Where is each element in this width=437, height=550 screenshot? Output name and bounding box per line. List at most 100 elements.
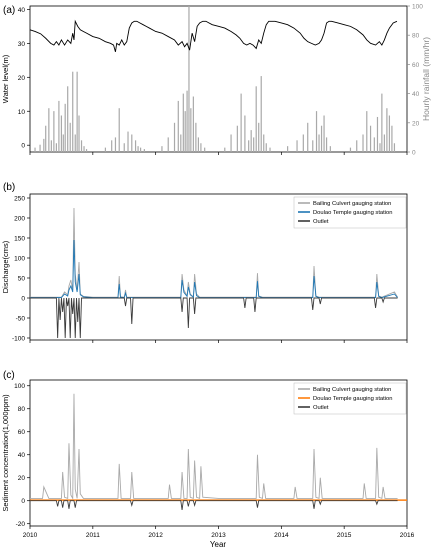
rainfall-bar [197, 137, 199, 152]
y-tick-label: 40 [18, 452, 26, 459]
rainfall-bar [320, 125, 323, 152]
y-tick-label: 40 [18, 7, 26, 14]
y2-tick-label: 20 [412, 120, 420, 127]
rainfall-bar [379, 143, 381, 152]
y-tick-label: 80 [18, 406, 26, 413]
rainfall-bar [287, 146, 289, 152]
y-tick-label: 20 [18, 475, 26, 482]
panel-c-label: (c) [3, 370, 15, 381]
panel-b: (b) -100 -50 0 50 100 150 200 250 Bailing Culve… [1, 182, 408, 343]
rainfall-bar [192, 96, 194, 152]
rainfall-bar [69, 122, 71, 152]
panel-b-y-axis: -100 -50 0 50 100 150 200 250 [12, 196, 30, 343]
panel-a-ylabel: Water level(m) [1, 54, 10, 103]
y-tick-label: 200 [14, 216, 25, 223]
panel-c-x-axis: 2010 2011 2012 2013 2014 2015 2016 [23, 526, 415, 539]
rainfall-bar [67, 86, 69, 152]
rainfall-bar [114, 137, 117, 152]
rainfall-bar [127, 131, 129, 152]
y-tick-label: -100 [12, 336, 25, 343]
rainfall-bar [167, 137, 169, 152]
series-line-1 [30, 239, 398, 299]
rainfall-bar [184, 111, 186, 152]
rainfall-bar [349, 147, 352, 152]
legend-label: Bailing Culvert gauging station [313, 201, 391, 207]
legend-label: Outlet [313, 219, 329, 225]
rainfall-bar [325, 137, 328, 152]
panel-b-x-axis [29, 340, 408, 343]
rainfall-bar [58, 100, 60, 152]
rainfall-bar [180, 134, 182, 152]
rainfall-bar [323, 115, 325, 152]
series-line-0 [29, 19, 398, 52]
rainfall-bar [224, 147, 226, 152]
rainfall-bar [265, 143, 267, 152]
x-tick-label: 2016 [400, 532, 415, 539]
rainfall-bar [258, 122, 260, 152]
y-tick-label: 250 [14, 196, 25, 203]
rainfall-bar [236, 125, 238, 152]
panel-a-y2-axis: 0 20 40 60 80 100 [407, 4, 423, 157]
x-tick-label: 2013 [211, 532, 226, 539]
rainfall-bar [55, 143, 57, 152]
rainfall-bar [64, 103, 66, 152]
panel-c: (c) -20 0 20 40 60 80 100 2010 2011 2012 2013 2014… [1, 370, 415, 539]
rainfall-bar [43, 138, 45, 152]
legend-label: Bailing Culvert gauging station [313, 387, 391, 393]
rainfall-bar [253, 137, 255, 152]
panel-c-legend: Bailing Culvert gauging station Doulao Te… [293, 382, 407, 415]
rainfall-bar [190, 108, 192, 152]
rainfall-bar [230, 134, 232, 152]
rainfall-bar [362, 134, 364, 152]
y2-tick-label: 100 [412, 4, 423, 11]
rainfall-bar [104, 147, 106, 152]
rainfall-bar [356, 140, 358, 152]
panel-b-legend: Bailing Culvert gauging station Doulao Te… [293, 196, 407, 229]
panel-a-label: (a) [3, 5, 15, 16]
rainfall-bar [386, 108, 388, 152]
rainfall-bar [188, 6, 190, 152]
rainfall-bar [296, 140, 298, 152]
panel-c-y-axis: -20 0 20 40 60 80 100 [14, 383, 30, 528]
rainfall-bar [76, 71, 78, 152]
rainfall-bar [204, 147, 206, 152]
rainfall-bar [60, 115, 63, 152]
legend-label: Outlet [313, 405, 329, 411]
x-tick-label: 2011 [86, 532, 100, 539]
panel-a-y-axis: 0 10 20 30 40 [18, 7, 30, 150]
legend-box [293, 196, 407, 229]
rainfall-bar [369, 125, 372, 152]
rainfall-bar [34, 147, 36, 152]
rainfall-bar [85, 149, 88, 152]
legend-label: Doulao Temple gauging station [313, 210, 393, 216]
rainfall-bar [315, 111, 318, 152]
rainfall-bar [388, 115, 391, 152]
rainfall-bar [318, 134, 320, 152]
rainfall-bar [50, 140, 52, 152]
water-level-line [29, 19, 398, 52]
rainfall-bar [307, 122, 309, 152]
series-line-2 [30, 297, 398, 339]
x-axis-label: Year [210, 540, 227, 549]
rainfall-bar [393, 143, 396, 152]
rainfall-bar [312, 140, 314, 152]
rainfall-bar [329, 146, 331, 152]
y-tick-label: -20 [16, 521, 26, 528]
x-tick-label: 2015 [337, 532, 352, 539]
rainfall-bar [161, 146, 163, 152]
rainfall-bar [74, 134, 76, 152]
rainfall-bar [39, 144, 41, 152]
rainfall-bar [72, 71, 74, 152]
panel-b-ylabel: Discharge(cms) [1, 240, 10, 293]
panel-a-frame [29, 5, 408, 153]
series-line-2 [30, 500, 398, 510]
rainfall-bar [255, 86, 257, 152]
panel-b-series [30, 207, 398, 339]
rainfall-bar [131, 134, 133, 152]
rainfall-bar [248, 140, 250, 152]
y-tick-label: 0 [21, 143, 25, 150]
rainfall-bar [48, 108, 50, 152]
rainfall-bars [34, 6, 396, 152]
x-tick-label: 2010 [23, 532, 38, 539]
rainfall-bar [260, 76, 262, 152]
